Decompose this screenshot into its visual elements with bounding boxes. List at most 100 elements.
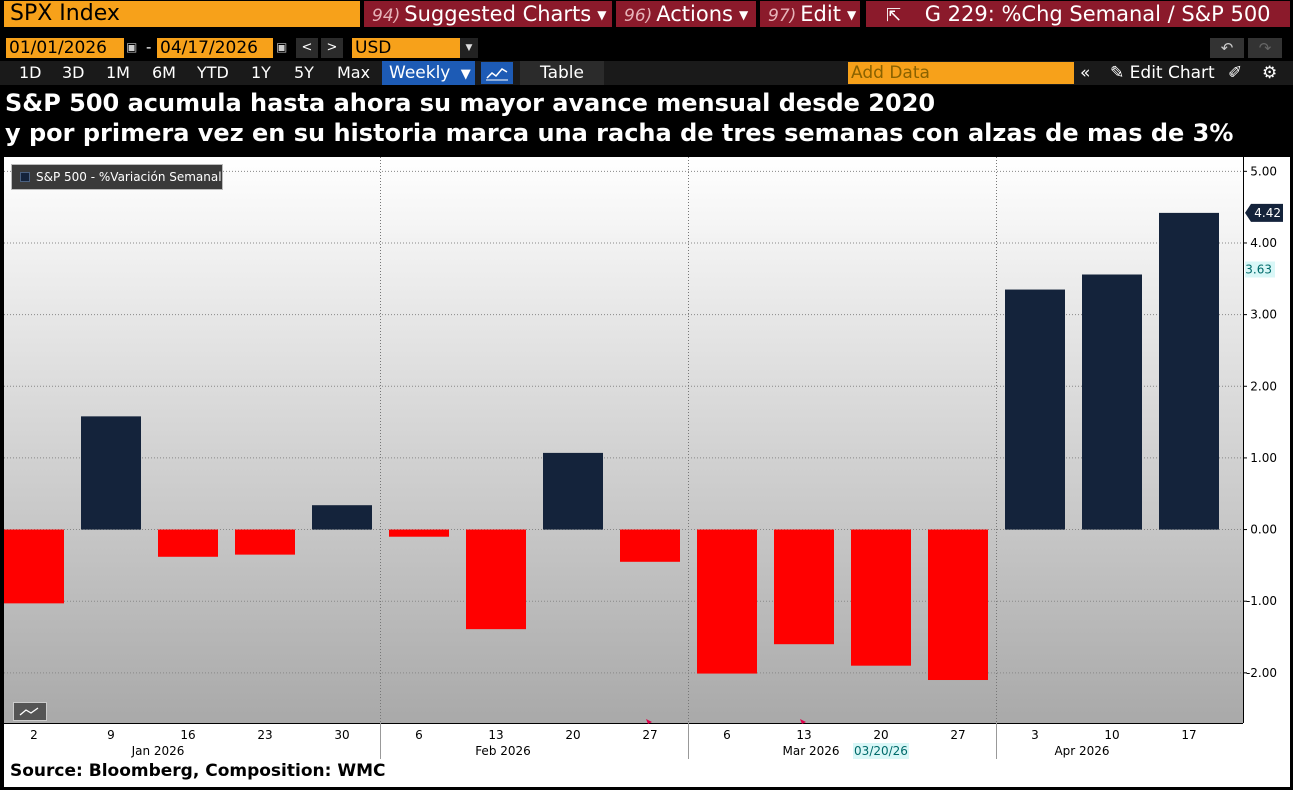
add-data-input[interactable] — [848, 62, 1074, 84]
edit-label: Edit — [800, 2, 841, 26]
x-month-label: Apr 2026 — [1054, 744, 1109, 758]
x-tick-label: 20 — [565, 728, 580, 742]
bar[interactable] — [158, 529, 218, 557]
currency-select[interactable]: USD ▼ — [352, 38, 478, 58]
chart-headline: S&P 500 acumula hasta ahora su mayor ava… — [5, 88, 1290, 148]
bar[interactable] — [312, 505, 372, 530]
headline-line-2: y por primera vez en su historia marca u… — [5, 119, 1234, 147]
chevron-down-icon: ▼ — [846, 8, 857, 22]
x-tick-label: 13 — [488, 728, 503, 742]
edit-button[interactable]: 97) Edit ▼ — [760, 1, 860, 27]
x-tick-label: 9 — [107, 728, 115, 742]
x-tick-label: 23 — [257, 728, 272, 742]
x-month-label: Feb 2026 — [475, 744, 531, 758]
x-tick-label: 2 — [30, 728, 38, 742]
suggested-charts-label: Suggested Charts — [404, 2, 592, 26]
x-tick-label: 17 — [1181, 728, 1196, 742]
suggested-charts-button[interactable]: 94) Suggested Charts ▼ — [364, 1, 612, 27]
period-1y[interactable]: 1Y — [251, 63, 271, 82]
event-marker-icon[interactable] — [800, 719, 806, 724]
headline-line-1: S&P 500 acumula hasta ahora su mayor ava… — [5, 89, 936, 117]
undo-button[interactable]: ↶ — [1210, 38, 1244, 58]
prev-period-button[interactable]: < — [296, 38, 318, 58]
date-range-row: 01/01/2026 ▣ - 04/17/2026 ▣ < > USD ▼ ↶ … — [0, 36, 1293, 60]
pencil-icon: ✎ — [1110, 63, 1125, 83]
bar[interactable] — [774, 529, 834, 645]
x-tick-label: 3 — [1031, 728, 1039, 742]
y-tick-label: 3.00 — [1250, 308, 1277, 322]
frequency-select[interactable]: Weekly ▼ — [382, 61, 475, 85]
chevron-down-icon: ▼ — [597, 8, 607, 22]
secondary-value-label: 3.63 — [1245, 262, 1272, 276]
x-month-label: Mar 2026 — [783, 744, 840, 758]
period-5y[interactable]: 5Y — [294, 63, 314, 82]
gear-icon[interactable]: ⚙ — [1262, 63, 1278, 83]
legend[interactable]: S&P 500 - %Variación Semanal — [11, 164, 223, 190]
collapse-icon[interactable]: « — [1080, 63, 1091, 83]
bar-chart: 5.00 4.00 3.00 2.00 1.00 0.00 -1.00 -2.00 4.42 3.… — [4, 157, 1290, 787]
actions-button[interactable]: 96) Actions ▼ — [616, 1, 756, 27]
end-date-input[interactable]: 04/17/2026 — [157, 38, 273, 58]
ticker-field[interactable]: SPX Index — [4, 1, 360, 27]
chart-title-tab[interactable]: ⇱ G 229: %Chg Semanal / S&P 500 — [866, 1, 1290, 27]
y-tick-label: 2.00 — [1250, 379, 1277, 393]
y-tick-label: 1.00 — [1250, 451, 1277, 465]
x-tick-label: 20 — [873, 728, 888, 742]
source-note: Source: Bloomberg, Composition: WMC — [10, 761, 386, 781]
period-6m[interactable]: 6M — [152, 63, 176, 82]
calendar-icon[interactable]: ▣ — [276, 40, 288, 54]
x-tick-label: 6 — [723, 728, 731, 742]
chevron-down-icon: ▼ — [738, 8, 749, 22]
date-separator: - — [146, 38, 152, 56]
edit-chart-button[interactable]: ✎ Edit Chart — [1110, 61, 1215, 85]
y-tick-label: -1.00 — [1246, 594, 1277, 608]
actions-number: 96) — [624, 6, 653, 26]
mini-chart-icon[interactable] — [13, 702, 47, 721]
y-tick-label: 5.00 — [1250, 164, 1277, 178]
currency-value: USD — [355, 38, 392, 58]
edit-number: 97) — [768, 6, 797, 26]
date-marker-badge — [853, 743, 909, 759]
period-max[interactable]: Max — [337, 63, 371, 82]
edit-chart-label: Edit Chart — [1129, 63, 1215, 83]
y-tick-label: -2.00 — [1246, 666, 1277, 680]
x-tick-label: 6 — [415, 728, 423, 742]
bar[interactable] — [1159, 212, 1219, 530]
period-row: 1D 3D 1M 6M YTD 1Y 5Y Max Weekly ▼ Table… — [0, 61, 1293, 85]
bar[interactable] — [1005, 289, 1065, 530]
calendar-icon[interactable]: ▣ — [126, 40, 138, 54]
bar[interactable] — [466, 529, 526, 630]
bar[interactable] — [4, 529, 64, 604]
x-tick-label: 13 — [796, 728, 811, 742]
next-period-button[interactable]: > — [321, 38, 343, 58]
bar[interactable] — [1082, 274, 1142, 530]
legend-swatch — [20, 172, 30, 182]
period-1d[interactable]: 1D — [19, 63, 42, 82]
event-marker-icon[interactable] — [646, 719, 652, 724]
period-1m[interactable]: 1M — [106, 63, 130, 82]
bar[interactable] — [81, 416, 141, 530]
bar[interactable] — [389, 529, 449, 537]
redo-button[interactable]: ↷ — [1248, 38, 1282, 58]
last-value-badge — [1245, 203, 1283, 222]
chevron-down-icon[interactable]: ▼ — [460, 38, 478, 58]
external-link-icon[interactable]: ⇱ — [886, 5, 902, 26]
x-tick-label: 30 — [334, 728, 349, 742]
table-button[interactable]: Table — [520, 61, 604, 85]
bar[interactable] — [928, 529, 988, 681]
line-chart-icon — [486, 68, 508, 81]
x-axis-background — [4, 723, 1290, 787]
bar[interactable] — [851, 529, 911, 666]
bar[interactable] — [543, 452, 603, 530]
bar[interactable] — [235, 529, 295, 555]
bar[interactable] — [697, 529, 757, 674]
period-ytd[interactable]: YTD — [197, 63, 229, 82]
secondary-value-badge — [1245, 261, 1275, 278]
start-date-input[interactable]: 01/01/2026 — [6, 38, 124, 58]
period-3d[interactable]: 3D — [62, 63, 85, 82]
bar[interactable] — [620, 529, 680, 562]
annotate-icon[interactable]: ✐ — [1228, 63, 1243, 83]
top-bar: SPX Index 94) Suggested Charts ▼ 96) Action… — [0, 0, 1293, 29]
line-chart-type-button[interactable] — [481, 62, 513, 84]
chart-area: 5.00 4.00 3.00 2.00 1.00 0.00 -1.00 -2.00 4.42 3.… — [4, 157, 1290, 787]
